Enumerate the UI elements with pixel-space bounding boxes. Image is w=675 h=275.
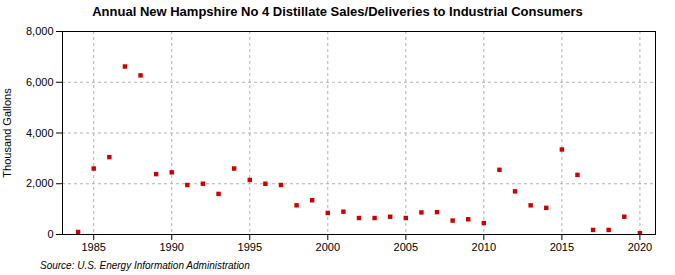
svg-text:2000: 2000 [316, 241, 340, 253]
svg-text:8,000: 8,000 [26, 25, 54, 37]
svg-text:1995: 1995 [238, 241, 262, 253]
svg-text:0: 0 [47, 228, 53, 240]
svg-text:1985: 1985 [81, 241, 105, 253]
svg-text:2020: 2020 [628, 241, 652, 253]
svg-text:6,000: 6,000 [26, 76, 54, 88]
html-text:Annual New Hampshire No 4 Dist: Annual New Hampshire No 4 Distillate Sal… [92, 4, 583, 19]
html-text:Source: U.S. Energy Informatio: Source: U.S. Energy Information Administ… [40, 260, 250, 271]
svg-text:2010: 2010 [472, 241, 496, 253]
svg-text:2,000: 2,000 [26, 177, 54, 189]
svg-text:4,000: 4,000 [26, 127, 54, 139]
svg-text:2015: 2015 [550, 241, 574, 253]
svg-text:Thousand Gallons: Thousand Gallons [1, 88, 13, 178]
svg-text:1990: 1990 [159, 241, 183, 253]
svg-text:2005: 2005 [394, 241, 418, 253]
